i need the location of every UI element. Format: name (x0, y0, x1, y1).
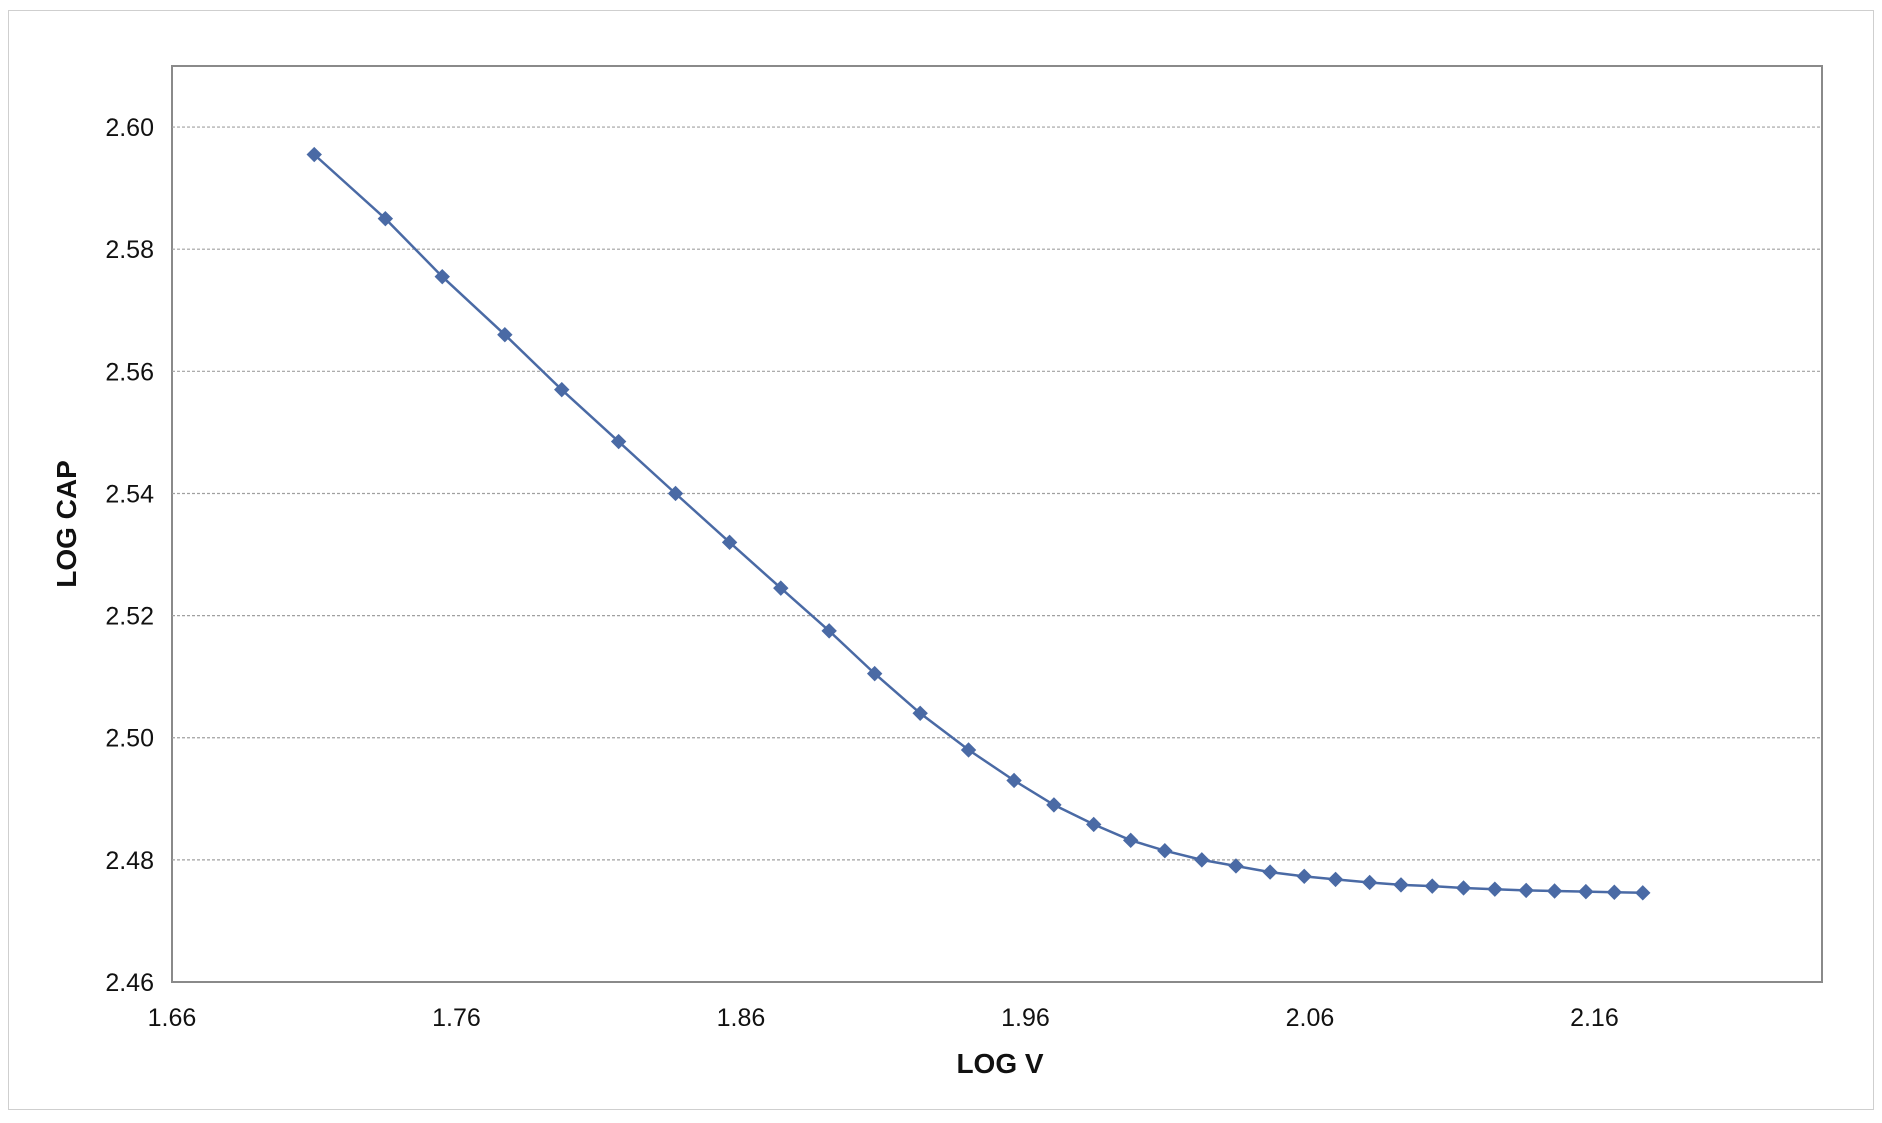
x-tick-label: 2.06 (1286, 1004, 1335, 1032)
x-axis-title: LOG V (956, 1048, 1043, 1079)
grid-layer (172, 126, 1822, 861)
data-point-marker (1006, 772, 1022, 789)
y-tick-label: 2.60 (105, 114, 154, 142)
data-point-marker (1296, 868, 1312, 885)
data-point-marker (1606, 884, 1623, 900)
data-point-marker (1518, 882, 1534, 899)
data-point-marker (1123, 832, 1139, 849)
y-tick-label: 2.52 (105, 603, 154, 631)
data-point-marker (1086, 816, 1102, 833)
data-point-marker (554, 381, 570, 398)
data-point-marker (1546, 883, 1563, 899)
data-point-marker (667, 485, 684, 502)
tick-label-layer: 2.46 2.48 2.50 2.52 2.54 2.56 2.58 2.60 1.66 1.76… (105, 114, 1618, 1032)
data-point-marker (1635, 885, 1651, 901)
y-tick-label: 2.50 (105, 725, 154, 753)
data-point-marker (1455, 880, 1472, 896)
data-point-marker (1262, 864, 1278, 880)
x-tick-label: 1.96 (1001, 1004, 1050, 1032)
data-point-marker (1393, 877, 1409, 893)
data-point-marker (1157, 842, 1173, 859)
y-tick-label: 2.54 (105, 480, 154, 508)
data-point-marker (1327, 871, 1344, 888)
data-point-marker (1487, 881, 1503, 897)
data-point-marker (497, 326, 513, 343)
series-layer (306, 146, 1651, 901)
data-point-marker (610, 433, 627, 450)
data-point-marker (1194, 852, 1210, 868)
data-point-marker (866, 665, 883, 682)
y-axis-title: LOG CAP (51, 460, 82, 588)
x-tick-label: 1.66 (148, 1004, 197, 1032)
data-point-marker (1361, 874, 1378, 891)
y-tick-label: 2.48 (105, 847, 154, 875)
data-point-marker (1228, 858, 1244, 874)
y-tick-label: 2.58 (105, 236, 154, 264)
data-point-marker (1578, 883, 1594, 900)
data-point-marker (721, 534, 738, 551)
data-point-marker (912, 705, 928, 722)
data-point-marker (960, 742, 977, 758)
data-point-marker (1424, 878, 1440, 894)
y-tick-label: 2.46 (105, 969, 154, 997)
x-tick-label: 1.76 (432, 1004, 481, 1032)
y-tick-label: 2.56 (105, 358, 154, 386)
x-tick-label: 2.16 (1570, 1004, 1619, 1032)
data-point-marker (773, 580, 789, 596)
x-tick-label: 1.86 (717, 1004, 766, 1032)
data-point-marker (377, 210, 394, 227)
data-point-marker (1046, 797, 1062, 813)
plot-area (171, 65, 1823, 983)
data-point-marker (434, 268, 450, 285)
data-point-marker (306, 146, 322, 163)
data-point-marker (821, 623, 837, 639)
